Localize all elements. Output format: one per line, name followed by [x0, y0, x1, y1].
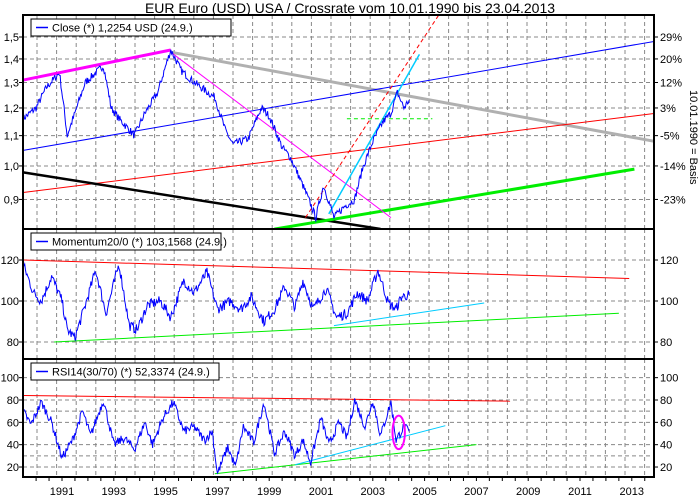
right-tick-label: 29%: [660, 32, 682, 44]
right-tick-label: -23%: [660, 194, 686, 206]
y-tick-label: 80: [7, 337, 19, 349]
x-tick-label: 2013: [620, 486, 644, 498]
right-tick-label: 20: [660, 462, 672, 474]
right-tick-label: 40: [660, 440, 672, 452]
annotation-ellipse: [391, 414, 406, 451]
right-tick-label: -5%: [660, 131, 680, 143]
trendline: [23, 40, 654, 151]
series-line: [23, 262, 410, 341]
y-tick-label: 120: [1, 255, 19, 267]
x-tick-label: 2003: [361, 486, 385, 498]
y-tick-label: 0,9: [4, 194, 19, 206]
trendline: [305, 15, 440, 218]
legend-label: Momentum20/0 (*) 103,1568 (24.9.): [52, 237, 227, 249]
trendline: [170, 50, 654, 143]
trendline: [23, 48, 172, 82]
right-axis-label: 10.01.1990 = Basis: [687, 90, 699, 185]
legend-box: [30, 232, 222, 251]
right-tick-label: 60: [660, 417, 672, 429]
right-tick-label: 100: [660, 296, 678, 308]
right-tick-label: 20%: [660, 54, 682, 66]
x-tick-label: 2001: [309, 486, 333, 498]
x-tick-label: 1991: [50, 486, 74, 498]
y-tick-label: 60: [7, 417, 19, 429]
y-tick-label: 1,4: [4, 54, 19, 66]
trendline: [214, 444, 477, 475]
trendline: [294, 425, 446, 466]
right-tick-label: -14%: [660, 161, 686, 173]
y-tick-label: 80: [7, 395, 19, 407]
chart-title: EUR Euro (USD) USA / Crossrate vom 10.01…: [145, 0, 555, 16]
y-tick-label: 20: [7, 462, 19, 474]
trendline: [328, 54, 421, 215]
y-tick-label: 1,1: [4, 131, 19, 143]
series-line: [23, 49, 410, 223]
x-tick-label: 1993: [102, 486, 126, 498]
right-tick-label: 80: [660, 337, 672, 349]
right-tick-label: 3%: [660, 103, 676, 115]
trendline: [23, 259, 630, 279]
trendline: [23, 395, 511, 402]
x-tick-label: 2011: [568, 486, 592, 498]
trendline: [23, 171, 381, 229]
series-line: [23, 398, 410, 475]
x-tick-label: 1999: [257, 486, 281, 498]
x-tick-label: 2007: [464, 486, 488, 498]
y-tick-label: 100: [1, 373, 19, 385]
panel-series-group: [23, 395, 511, 475]
legend-label: Close (*) 1,2254 USD (24.9.): [52, 23, 193, 35]
trendline: [23, 112, 654, 193]
y-tick-label: 1,0: [4, 161, 19, 173]
right-tick-label: 12%: [660, 78, 682, 90]
trendline: [333, 302, 485, 327]
right-tick-label: 120: [660, 255, 678, 267]
y-tick-label: 100: [1, 296, 19, 308]
x-tick-label: 1995: [153, 486, 177, 498]
x-tick-label: 1997: [205, 486, 229, 498]
panel-frame: [22, 358, 655, 478]
legend-label: RSI14(30/70) (*) 52,3374 (24.9.): [52, 367, 210, 379]
right-tick-label: 80: [660, 395, 672, 407]
panel-series-group: [23, 15, 654, 229]
y-tick-label: 1,5: [4, 32, 19, 44]
y-tick-label: 1,3: [4, 78, 19, 90]
x-tick-label: 2005: [412, 486, 436, 498]
legend-box: [30, 18, 232, 37]
y-tick-label: 40: [7, 440, 19, 452]
right-tick-label: 100: [660, 373, 678, 385]
x-tick-label: 2009: [516, 486, 540, 498]
panel-series-group: [23, 259, 630, 343]
trendline: [170, 51, 392, 219]
trendline: [274, 167, 635, 229]
legend-box: [30, 362, 220, 381]
trendline: [54, 312, 619, 343]
y-tick-label: 1,2: [4, 103, 19, 115]
